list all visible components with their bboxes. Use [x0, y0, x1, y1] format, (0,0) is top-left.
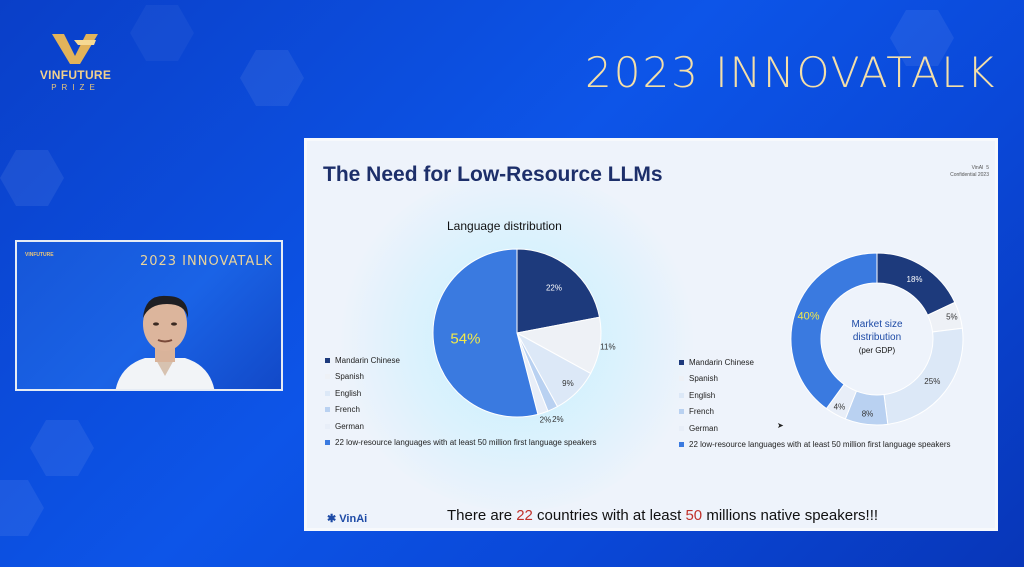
bg-hexagon	[890, 10, 954, 66]
legend-label: Spanish	[689, 374, 718, 384]
legend-swatch	[679, 376, 684, 382]
legend-label: 22 low-resource languages with at least …	[335, 438, 597, 448]
chart2-legend-item: German	[679, 420, 950, 437]
speaker-video[interactable]: VINFUTURE 2023 INNOVATALK	[15, 240, 283, 391]
chart2-label-2: 25%	[924, 377, 940, 386]
legend-swatch	[679, 392, 684, 398]
legend-swatch	[679, 359, 684, 365]
slide-footer: There are 22 countries with at least 50 …	[447, 507, 878, 524]
chart2-legend-item: 22 low-resource languages with at least …	[679, 437, 950, 454]
legend-swatch	[679, 442, 684, 448]
legend-label: Spanish	[335, 372, 364, 382]
footer-number-2: 50	[685, 507, 703, 524]
legend-label: French	[335, 405, 360, 415]
legend-swatch	[679, 425, 684, 431]
bg-hexagon	[130, 5, 194, 61]
chart2-label-0: 18%	[907, 275, 923, 284]
chart1-slice-5	[432, 248, 539, 418]
slide-page: 5	[986, 165, 989, 171]
chart1-legend-item: Mandarin Chinese	[325, 352, 596, 369]
chart1-title: Language distribution	[447, 219, 562, 233]
legend-label: English	[689, 390, 716, 400]
vf-logo-icon	[52, 34, 98, 64]
slide-title: The Need for Low-Resource LLMs	[323, 163, 663, 186]
legend-swatch	[325, 440, 330, 446]
chart2-label-3: 8%	[862, 410, 874, 419]
chart2-legend-item: French	[679, 404, 950, 421]
legend-swatch	[679, 409, 684, 415]
bg-hexagon	[240, 50, 304, 106]
footer-pre: There are	[447, 507, 517, 524]
bg-hexagon	[30, 420, 94, 476]
logo-text: VINFUTURE	[39, 68, 112, 82]
bg-hexagon	[0, 150, 64, 206]
legend-swatch	[325, 390, 330, 396]
chart1-label-3: 2%	[552, 415, 564, 424]
legend-swatch	[325, 357, 330, 363]
presentation-slide: The Need for Low-Resource LLMs VinAI 5 C…	[304, 138, 998, 531]
chart2-center-text-2: (per GDP)	[859, 346, 896, 355]
footer-post: millions native speakers!!!	[702, 507, 879, 524]
chart1-legend-item: German	[325, 418, 596, 435]
chart1-legend: Mandarin Chinese Spanish English French Germ…	[325, 352, 596, 451]
chart2-slice-0	[876, 252, 956, 316]
chart2-label-1: 5%	[946, 312, 958, 321]
pip-logo: VINFUTURE	[25, 252, 54, 258]
slide-meta: VinAI 5 Confidential 2023	[950, 165, 989, 179]
footer-mid: countries with at least	[532, 507, 686, 524]
chart2-label-4: 4%	[834, 402, 846, 411]
chart2-legend-item: English	[679, 387, 950, 404]
chart1-label-1: 11%	[600, 343, 615, 352]
bg-hexagon	[0, 480, 44, 536]
chart2-center-text-0: Market size	[851, 319, 903, 330]
chart1-label-5: 54%	[450, 330, 480, 347]
chart1-label-4: 2%	[540, 416, 552, 425]
legend-swatch	[325, 407, 330, 413]
legend-label: Mandarin Chinese	[689, 357, 754, 367]
vinai-logo: ✱ VinAi	[327, 513, 368, 525]
legend-swatch	[325, 374, 330, 380]
legend-swatch	[325, 423, 330, 429]
chart2-legend: Mandarin Chinese Spanish English French Germ…	[679, 354, 950, 453]
legend-label: German	[689, 423, 718, 433]
chart1-legend-item: French	[325, 402, 596, 419]
legend-label: German	[335, 421, 364, 431]
chart1-label-0: 22%	[546, 283, 562, 292]
chart1-legend-item: 22 low-resource languages with at least …	[325, 435, 596, 452]
market-donut-chart: 18% 5% 25% 8% 4% 40% Market size distribution (p…	[790, 252, 964, 426]
speaker-avatar	[115, 295, 215, 389]
legend-label: 22 low-resource languages with at least …	[689, 440, 951, 450]
event-title: 2023 INNOVATALK	[585, 48, 997, 97]
chart2-legend-item: Mandarin Chinese	[679, 354, 950, 371]
legend-label: English	[335, 388, 362, 398]
legend-label: Mandarin Chinese	[335, 355, 400, 365]
chart1-legend-item: English	[325, 385, 596, 402]
chart1-slice-0	[516, 248, 601, 334]
legend-label: French	[689, 407, 714, 417]
chart2-legend-item: Spanish	[679, 371, 950, 388]
language-pie-chart: 22% 11% 9% 2%2% 54%	[432, 248, 616, 425]
chart1-legend-item: Spanish	[325, 369, 596, 386]
vinai-logo-text: VinAi	[339, 513, 368, 525]
chart1-label-2: 9%	[562, 379, 574, 388]
chart2-center-text-1: distribution	[853, 332, 901, 343]
slide-brand: VinAI	[971, 165, 984, 171]
chart2-label-5: 40%	[798, 311, 820, 323]
mouse-cursor-icon: ➤	[777, 421, 784, 430]
footer-number-1: 22	[516, 507, 533, 524]
pip-title: 2023 INNOVATALK	[139, 254, 273, 269]
chart2-slice-5	[790, 252, 878, 410]
logo-subtext: PRIZE	[51, 83, 100, 92]
slide-confidential: Confidential 2023	[950, 172, 989, 178]
